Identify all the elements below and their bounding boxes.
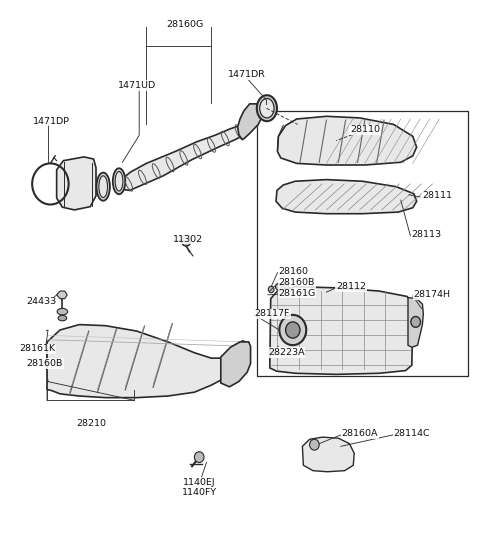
Ellipse shape bbox=[260, 98, 274, 118]
Circle shape bbox=[411, 316, 420, 327]
Circle shape bbox=[268, 286, 274, 293]
Polygon shape bbox=[238, 104, 263, 140]
Text: 1471UD: 1471UD bbox=[118, 81, 156, 90]
Text: 24433: 24433 bbox=[26, 298, 57, 306]
Polygon shape bbox=[57, 157, 96, 210]
Text: 28160A: 28160A bbox=[342, 430, 378, 438]
Circle shape bbox=[181, 235, 191, 246]
Circle shape bbox=[279, 315, 306, 345]
Ellipse shape bbox=[257, 95, 277, 121]
Text: 28161K: 28161K bbox=[19, 345, 55, 353]
Ellipse shape bbox=[96, 173, 110, 201]
Polygon shape bbox=[122, 126, 245, 190]
Circle shape bbox=[276, 283, 281, 290]
Ellipse shape bbox=[99, 176, 108, 197]
Text: 28112: 28112 bbox=[336, 282, 366, 291]
Text: 28174H: 28174H bbox=[414, 291, 451, 299]
Polygon shape bbox=[47, 325, 246, 398]
Text: 28210: 28210 bbox=[76, 419, 106, 427]
Polygon shape bbox=[57, 291, 67, 299]
Polygon shape bbox=[302, 437, 354, 472]
Ellipse shape bbox=[57, 308, 68, 315]
Text: 1471DR: 1471DR bbox=[228, 70, 266, 79]
Text: 28110: 28110 bbox=[350, 126, 380, 134]
Circle shape bbox=[283, 282, 289, 289]
Circle shape bbox=[194, 452, 204, 463]
Text: 1140FY: 1140FY bbox=[181, 488, 217, 497]
Polygon shape bbox=[276, 180, 417, 214]
Text: 11302: 11302 bbox=[173, 235, 203, 243]
Text: 28114C: 28114C bbox=[394, 430, 430, 438]
Text: 28117F: 28117F bbox=[254, 309, 290, 318]
Ellipse shape bbox=[58, 315, 67, 321]
Ellipse shape bbox=[115, 171, 123, 191]
Text: 28223A: 28223A bbox=[268, 348, 304, 357]
Text: 28161G: 28161G bbox=[278, 289, 316, 298]
Polygon shape bbox=[270, 287, 413, 374]
Text: 28113: 28113 bbox=[411, 230, 442, 239]
Polygon shape bbox=[408, 298, 423, 347]
Text: 28111: 28111 bbox=[422, 192, 452, 200]
Circle shape bbox=[286, 322, 300, 338]
Text: 1471DP: 1471DP bbox=[33, 117, 70, 126]
Bar bbox=[257, 111, 468, 376]
Text: 28160B: 28160B bbox=[278, 278, 315, 287]
Text: 28160: 28160 bbox=[278, 267, 308, 276]
Text: 28160B: 28160B bbox=[26, 359, 63, 368]
Text: 1140EJ: 1140EJ bbox=[183, 478, 216, 487]
Text: 28160G: 28160G bbox=[166, 20, 204, 29]
Polygon shape bbox=[221, 342, 251, 387]
Circle shape bbox=[310, 439, 319, 450]
Polygon shape bbox=[277, 116, 417, 165]
Ellipse shape bbox=[113, 168, 125, 194]
